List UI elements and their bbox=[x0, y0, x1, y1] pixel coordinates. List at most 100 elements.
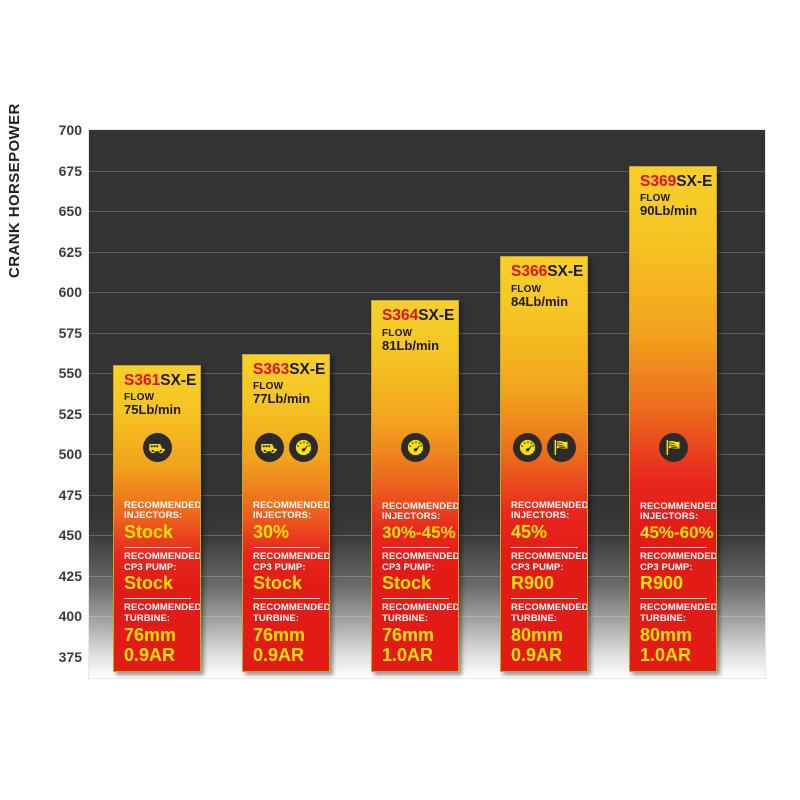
spec-injectors-label: RECOMMENDED bbox=[124, 499, 201, 511]
y-tick-label: 525 bbox=[58, 405, 82, 422]
spec-turbine-label: RECOMMENDED bbox=[640, 602, 717, 614]
y-tick-label: 475 bbox=[58, 486, 82, 503]
spec-turbine-value: 76mm 1.0AR bbox=[382, 625, 449, 665]
spec-cp3-pump: RECOMMENDED CP3 PUMP: Stock bbox=[124, 547, 200, 594]
spec-list: RECOMMENDED INJECTORS: 45%-60% RECOMMENDED C… bbox=[630, 498, 716, 671]
spec-injectors-value: 45%-60% bbox=[640, 522, 714, 542]
spec-list: RECOMMENDED INJECTORS: 30% RECOMMENDED CP3 P… bbox=[243, 497, 329, 671]
spec-cp3-pump-label: CP3 PUMP: bbox=[382, 561, 435, 573]
spec-turbine-value-line: 1.0AR bbox=[640, 644, 692, 665]
y-tick-label: 425 bbox=[58, 567, 82, 584]
y-tick-label: 400 bbox=[58, 608, 82, 625]
spec-cp3-pump-label: CP3 PUMP: bbox=[253, 561, 306, 573]
spec-turbine-label: TURBINE: bbox=[511, 613, 558, 625]
bar-s366[interactable]: S366SX-E FLOW 84Lb/min RECOMMENDED INJECTORS… bbox=[500, 256, 588, 672]
gridline bbox=[89, 170, 765, 172]
bar-s364[interactable]: S364SX-E FLOW 81Lb/min RECOMMENDED INJECTORS… bbox=[371, 300, 459, 672]
spec-turbine-value-line: 76mm bbox=[124, 624, 177, 645]
bar-title: S369SX-E bbox=[640, 172, 716, 190]
y-axis-title: CRANK HORSEPOWER bbox=[6, 103, 23, 278]
spec-injectors: RECOMMENDED INJECTORS: 30%-45% bbox=[382, 498, 459, 542]
flow-label: FLOW bbox=[382, 327, 413, 339]
spec-turbine: RECOMMENDED TURBINE: 80mm 1.0AR bbox=[640, 598, 717, 665]
spec-turbine-value-line: 76mm bbox=[253, 624, 306, 645]
y-tick-label: 700 bbox=[58, 122, 82, 138]
spec-list: RECOMMENDED INJECTORS: 30%-45% RECOMMENDED C… bbox=[372, 498, 458, 671]
icon-row bbox=[630, 432, 716, 462]
bar-title: S361SX-E bbox=[124, 372, 200, 390]
spec-injectors-label: INJECTORS: bbox=[511, 510, 570, 522]
spec-turbine-value-line: 0.9AR bbox=[253, 644, 305, 665]
spec-injectors-label: RECOMMENDED bbox=[511, 499, 588, 511]
spec-cp3-pump-label: CP3 PUMP: bbox=[640, 561, 693, 573]
y-axis-tick-labels: 700 675 650 625 600 575 550 525 500 475 450 425 400 3… bbox=[30, 122, 82, 678]
spec-injectors-label: INJECTORS: bbox=[253, 510, 312, 522]
spec-injectors: RECOMMENDED INJECTORS: 30% bbox=[253, 497, 330, 542]
bar-model-suffix: SX-E bbox=[418, 307, 455, 325]
spec-cp3-pump-label: RECOMMENDED bbox=[382, 551, 459, 563]
spec-injectors-label: RECOMMENDED bbox=[640, 500, 717, 512]
bar-model-number: S361 bbox=[124, 372, 161, 390]
trailer-icon bbox=[254, 432, 284, 462]
spec-turbine-value-line: 76mm bbox=[382, 624, 435, 645]
bar-model-number: S364 bbox=[382, 307, 419, 325]
spec-cp3-pump-value: Stock bbox=[382, 573, 432, 594]
spec-injectors-value: 30%-45% bbox=[382, 522, 456, 542]
bar-s369[interactable]: S369SX-E FLOW 90Lb/min RECOMMENDED INJECTORS… bbox=[629, 165, 717, 672]
flow-value: 77Lb/min bbox=[253, 391, 311, 406]
spec-turbine: RECOMMENDED TURBINE: 76mm 0.9AR bbox=[253, 598, 330, 665]
flow-label: FLOW bbox=[124, 392, 155, 404]
spec-injectors-value: Stock bbox=[124, 521, 174, 542]
spec-turbine-label: RECOMMENDED bbox=[382, 602, 459, 614]
flow-label: FLOW bbox=[640, 192, 671, 204]
bar-model-suffix: SX-E bbox=[547, 263, 584, 281]
spec-turbine: RECOMMENDED TURBINE: 76mm 0.9AR bbox=[124, 598, 201, 665]
spec-turbine-label: TURBINE: bbox=[382, 613, 429, 625]
spec-cp3-pump-value: Stock bbox=[124, 573, 174, 594]
spec-injectors-label: INJECTORS: bbox=[382, 511, 441, 523]
spec-turbine-label: RECOMMENDED bbox=[511, 602, 588, 614]
spec-injectors-label: RECOMMENDED bbox=[253, 499, 330, 511]
spec-turbine-value: 80mm 1.0AR bbox=[640, 625, 707, 665]
spec-cp3-pump-value: R900 bbox=[640, 573, 684, 594]
y-tick-label: 575 bbox=[58, 324, 82, 341]
spec-cp3-pump: RECOMMENDED CP3 PUMP: Stock bbox=[382, 547, 459, 594]
flow-value: 90Lb/min bbox=[640, 202, 698, 218]
spec-injectors: RECOMMENDED INJECTORS: 45% bbox=[511, 497, 588, 542]
spec-cp3-pump-value: R900 bbox=[511, 573, 555, 594]
gridline bbox=[89, 211, 765, 213]
flow-value: 75Lb/min bbox=[124, 402, 182, 418]
y-tick-label: 550 bbox=[58, 365, 82, 382]
spec-turbine: RECOMMENDED TURBINE: 76mm 1.0AR bbox=[382, 598, 459, 665]
spec-turbine-label: RECOMMENDED bbox=[124, 602, 201, 614]
spec-cp3-pump-label: RECOMMENDED bbox=[511, 551, 588, 563]
spec-injectors: RECOMMENDED INJECTORS: Stock bbox=[124, 497, 201, 542]
spec-cp3-pump-label: CP3 PUMP: bbox=[124, 561, 177, 573]
spec-injectors-label: RECOMMENDED bbox=[382, 500, 459, 512]
trailer-icon bbox=[142, 432, 172, 462]
y-tick-label: 650 bbox=[58, 203, 82, 220]
bar-model-suffix: SX-E bbox=[676, 172, 713, 190]
bar-title: S364SX-E bbox=[382, 308, 458, 324]
gauge-icon bbox=[512, 432, 542, 462]
bar-s363[interactable]: S363SX-E FLOW 77Lb/min RECOMMENDED INJECTORS… bbox=[242, 353, 330, 672]
spec-turbine-value: 76mm 0.9AR bbox=[124, 625, 191, 665]
spec-turbine-value-line: 80mm bbox=[511, 624, 564, 645]
spec-turbine-label: RECOMMENDED bbox=[253, 602, 330, 614]
flow-label: FLOW bbox=[511, 283, 542, 295]
spec-injectors-label: INJECTORS: bbox=[640, 511, 699, 523]
spec-list: RECOMMENDED INJECTORS: Stock RECOMMENDED CP3… bbox=[114, 497, 200, 671]
bar-header: S361SX-E FLOW 75Lb/min bbox=[114, 366, 200, 418]
bar-s361[interactable]: S361SX-E FLOW 75Lb/min RECOMMENDED INJECTORS… bbox=[113, 365, 201, 672]
spec-turbine: RECOMMENDED TURBINE: 80mm 0.9AR bbox=[511, 598, 588, 665]
spec-cp3-pump: RECOMMENDED CP3 PUMP: R900 bbox=[511, 547, 588, 594]
spec-cp3-pump: RECOMMENDED CP3 PUMP: Stock bbox=[253, 547, 329, 593]
spec-injectors-value: 30% bbox=[253, 521, 290, 542]
spec-injectors: RECOMMENDED INJECTORS: 45%-60% bbox=[640, 498, 717, 542]
spec-turbine-value-line: 1.0AR bbox=[382, 644, 434, 665]
spec-turbine-value: 80mm 0.9AR bbox=[511, 625, 578, 665]
y-tick-label: 600 bbox=[58, 284, 82, 301]
flow-value: 81Lb/min bbox=[382, 337, 440, 353]
gauge-icon bbox=[400, 432, 430, 462]
icon-row bbox=[114, 432, 200, 462]
